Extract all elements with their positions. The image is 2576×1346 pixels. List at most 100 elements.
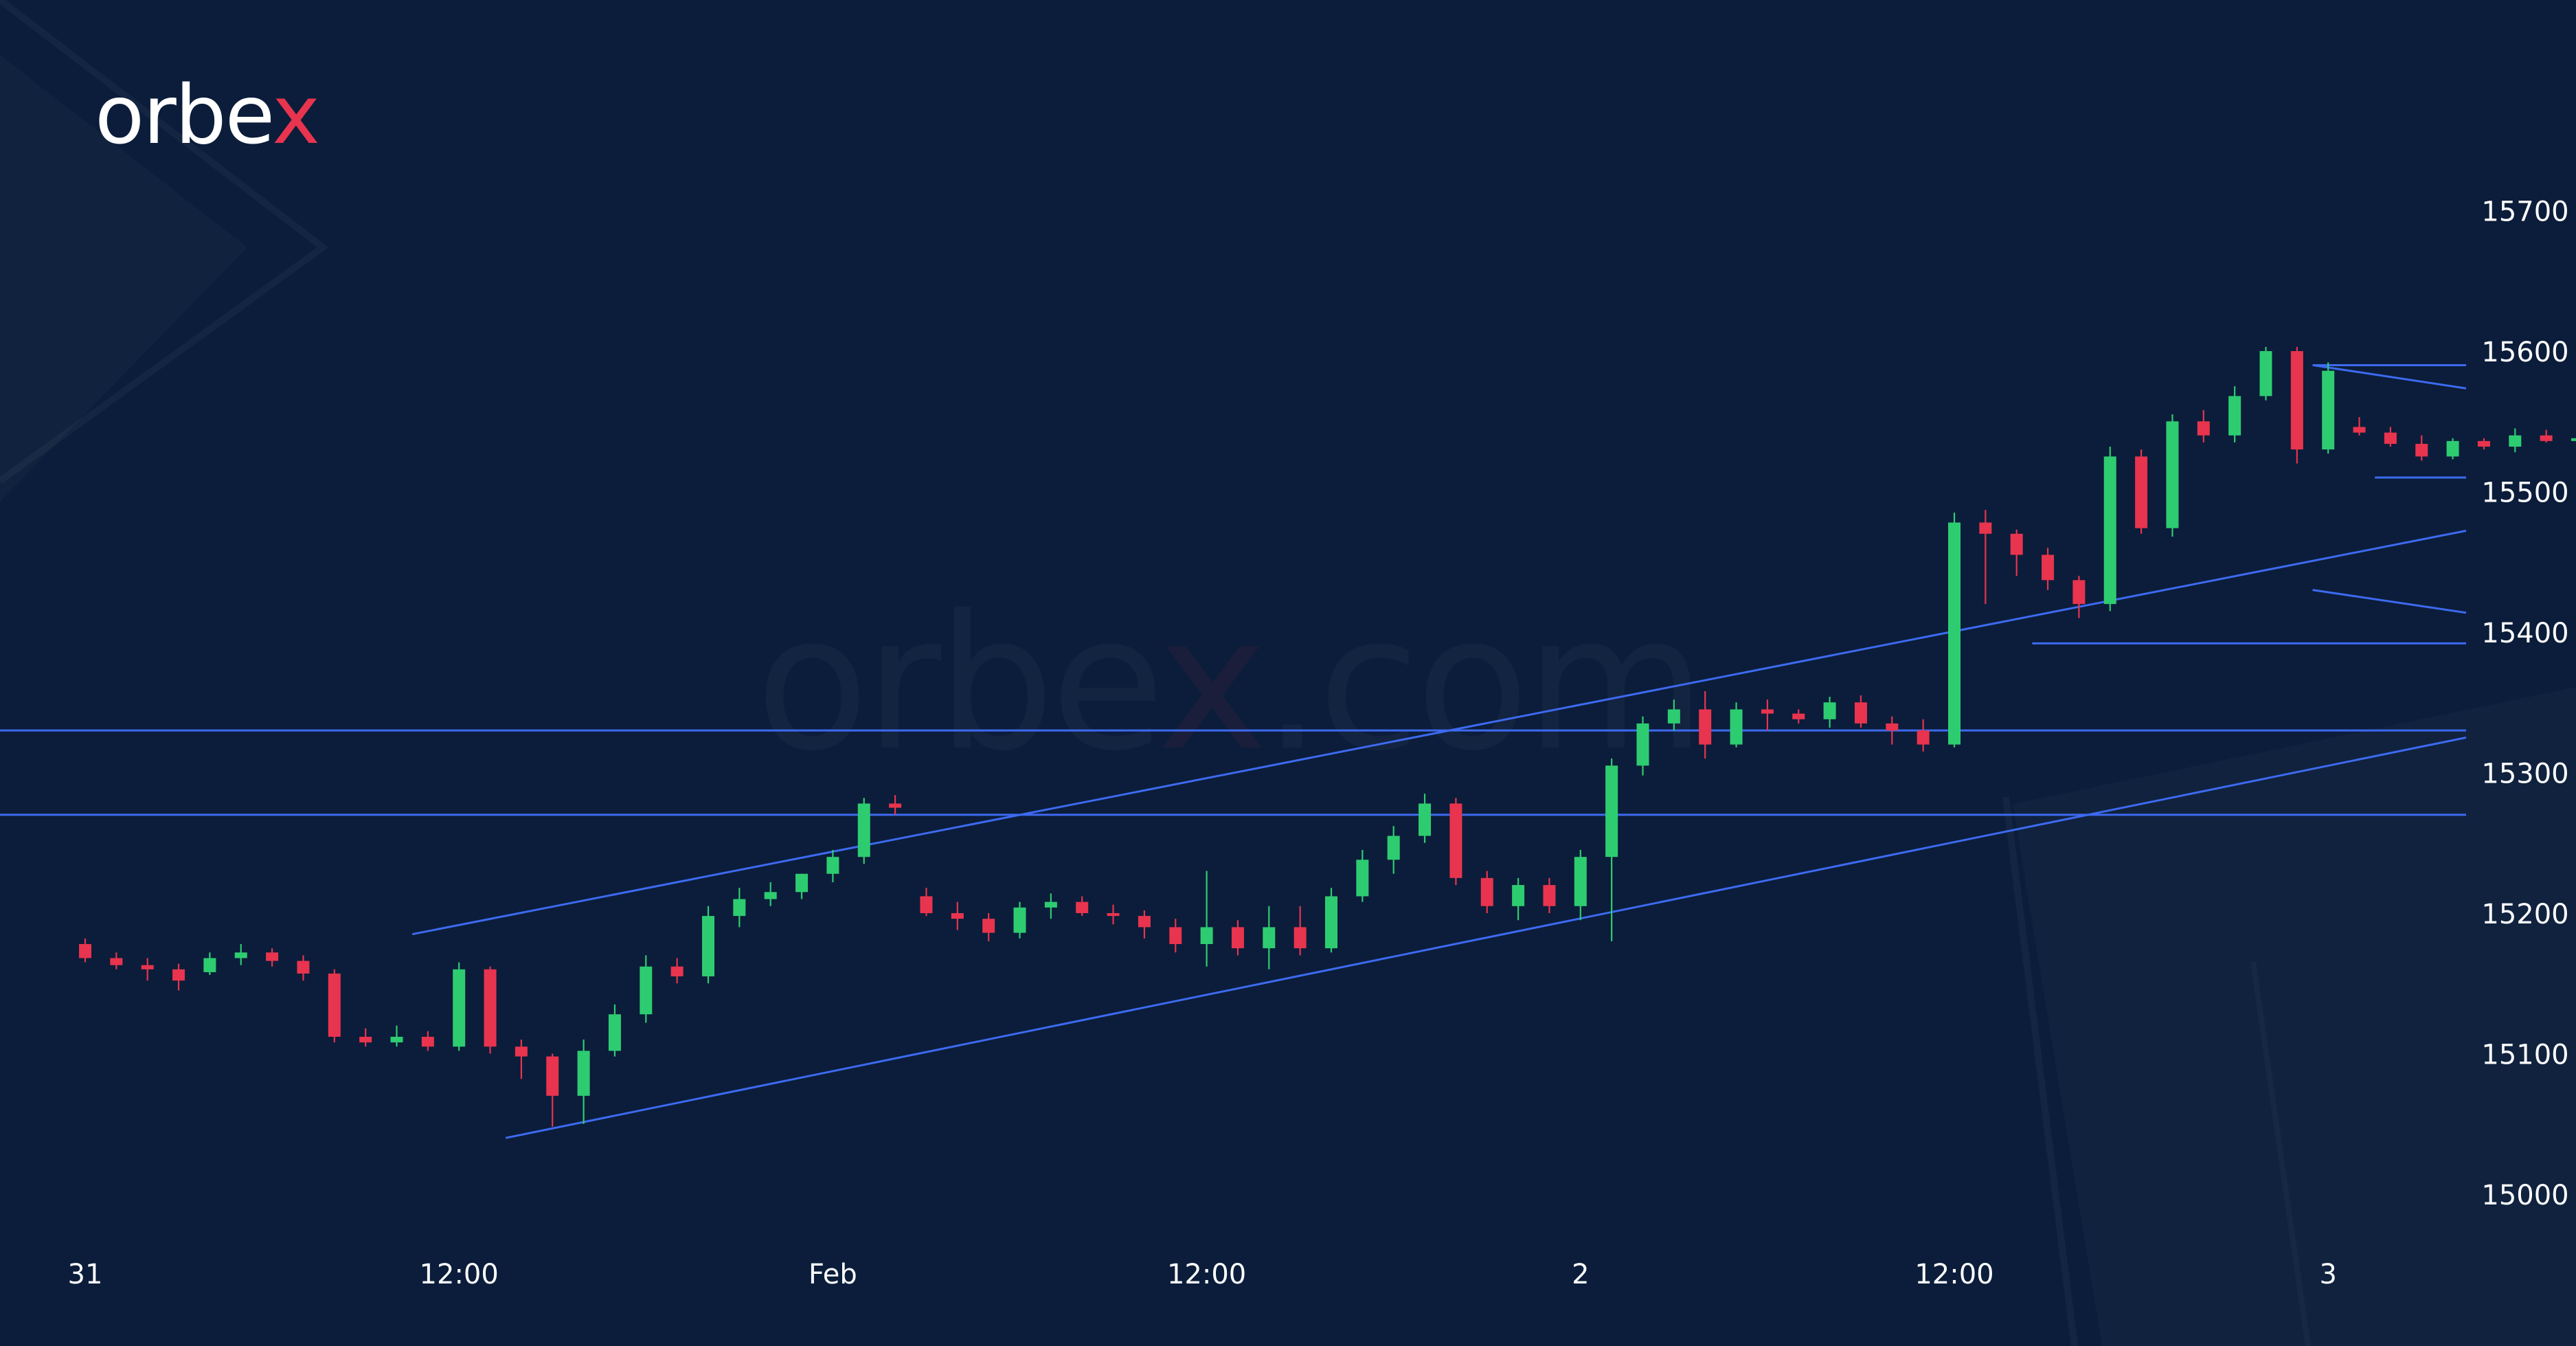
candle-bullish [1013,901,1026,939]
candle-bullish [640,955,653,1023]
candle-body [1263,927,1276,949]
candle-body [2571,438,2576,441]
candle-body [2135,456,2148,528]
candle-body [2259,351,2272,396]
y-tick-label: 15200 [2481,899,2568,930]
candle-bearish [2135,449,2148,534]
candle-bullish [702,906,714,984]
candle-body [640,966,653,1015]
candle-body [2010,533,2023,555]
candle-bearish [1076,896,1089,917]
candle-body [1886,723,1899,731]
candle-body [515,1046,528,1057]
candle-bullish [203,952,216,975]
candle-body [733,899,746,917]
candle-bearish [110,952,123,969]
candle-bullish [2509,428,2522,453]
watermark: orbex.com [756,591,1702,776]
candle-bearish [328,969,341,1043]
candle-body [2384,432,2397,444]
candle-body [2290,351,2303,450]
y-axis: 15000 15100 15200 15300 15400 15500 15600 15700 [2481,197,2568,1212]
candle-bearish [889,795,902,815]
candle-body [1449,803,1462,878]
candle-bullish [1605,759,1618,941]
candle-body [982,919,995,933]
y-tick-label: 15000 [2481,1180,2568,1211]
candle-body [2197,421,2210,436]
candle-body [1854,702,1867,724]
candle-body [1356,860,1369,897]
candle-bullish [1667,699,1680,731]
candle-bullish [1044,893,1057,919]
candle-body [1636,723,1649,766]
candle-body [795,873,809,893]
candle-bullish [577,1040,590,1124]
candle-body [951,913,964,919]
candle-body [328,973,341,1037]
candle-bearish [359,1028,372,1047]
candle-body [1948,522,1961,745]
candle-body [2540,435,2553,441]
candle-body [2103,456,2116,605]
candle-body [1325,896,1337,949]
candle-bullish [1948,513,1961,748]
candle-body [2477,440,2490,447]
candle-body [1979,522,1992,534]
logo-text-x: x [272,67,320,162]
trendline [2312,363,2467,390]
candle-bullish [1387,826,1400,874]
candle-body [453,969,466,1047]
candle-bearish [421,1031,434,1051]
x-tick-label: 12:00 [420,1259,499,1290]
candle-bearish [1543,877,1556,913]
candle-body [670,966,683,977]
candle-bullish [1636,716,1649,776]
trendline [2312,589,2467,614]
trendline [411,530,2467,936]
candle-body [2166,421,2179,528]
candle-body [1138,916,1151,928]
candle-bearish [2540,429,2553,442]
candle-bearish [1449,798,1462,886]
candle-bullish [234,943,247,965]
candle-body [1076,901,1089,913]
candle-body [1605,765,1618,857]
candle-bullish [1823,697,1836,728]
candle-bearish [951,901,964,930]
candle-bearish [2477,438,2490,450]
candle-bullish [1200,871,1213,967]
candle-bearish [1854,695,1867,728]
candle-bullish [1356,849,1369,902]
candle-body [2446,440,2459,457]
trendlines-layer [0,363,2467,1139]
candle-bullish [1730,702,1743,748]
candle-body [79,943,91,958]
y-tick-label: 15400 [2481,618,2568,649]
candle-bullish [2228,386,2241,442]
y-tick-label: 15500 [2481,478,2568,509]
candle-body [1792,713,1805,719]
x-tick-label: 12:00 [1167,1259,1246,1290]
candle-bearish [2072,576,2086,618]
candle-body [2509,435,2522,447]
candle-body [1543,885,1556,906]
candle-bearish [1169,919,1182,953]
candle-bearish [484,966,497,1054]
candle-bearish [2353,417,2366,436]
candle-bullish [1325,888,1337,953]
candle-body [889,803,902,808]
candle-bearish [1917,719,1930,752]
candle-body [297,961,310,974]
candle-bearish [1138,910,1151,939]
candle-bearish [982,913,995,941]
candle-bullish [1419,794,1432,843]
candle-body [2072,580,2086,605]
y-tick-label: 15100 [2481,1040,2568,1071]
candle-bullish [1574,849,1587,921]
candle-body [390,1036,403,1043]
